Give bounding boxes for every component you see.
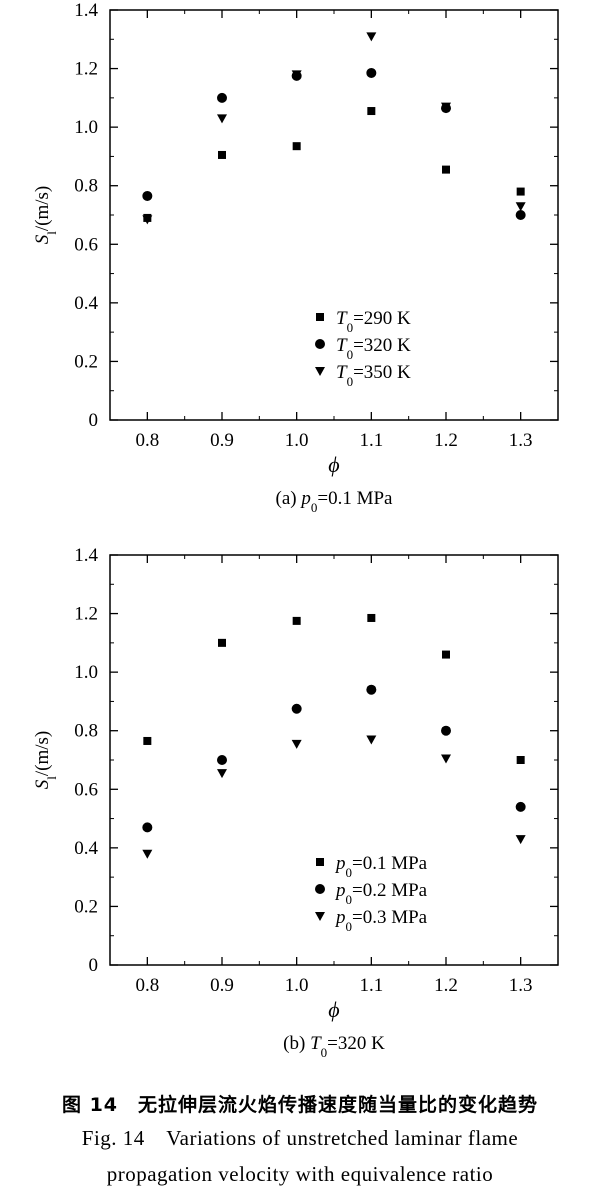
legend-marker-square <box>316 858 324 866</box>
figure-caption: 图 14 无拉伸层流火焰传播速度随当量比的变化趋势 Fig. 14 Variat… <box>0 1090 600 1192</box>
figure-caption-zh: 图 14 无拉伸层流火焰传播速度随当量比的变化趋势 <box>61 1094 539 1116</box>
data-point-square <box>143 736 152 745</box>
data-point-square <box>218 150 226 159</box>
legend-label: T0=320 K <box>336 335 411 362</box>
x-tick-label: 0.8 <box>135 975 159 996</box>
data-point-triangle-down <box>515 835 526 845</box>
data-point-square <box>292 616 301 625</box>
y-tick-label: 1.0 <box>74 662 98 683</box>
y-tick-label: 1.0 <box>74 117 98 138</box>
data-point-square <box>442 165 450 174</box>
legend-label: T0=350 K <box>336 362 411 389</box>
x-tick-label: 0.8 <box>135 430 159 451</box>
panel-caption: (b) T0=320 K <box>283 1033 385 1060</box>
x-tick-label: 1.0 <box>285 975 309 996</box>
y-tick-label: 1.2 <box>74 604 98 625</box>
y-tick-label: 1.4 <box>74 0 98 21</box>
x-axis-label: ϕ <box>328 452 339 477</box>
data-point-square <box>516 756 525 764</box>
x-tick-label: 1.1 <box>359 975 383 996</box>
data-point-circle <box>217 92 227 103</box>
y-tick-label: 1.4 <box>74 545 98 566</box>
data-point-triangle-down <box>366 32 377 42</box>
x-tick-label: 0.9 <box>210 430 234 451</box>
x-tick-label: 0.9 <box>210 975 234 996</box>
y-tick-label: 0.8 <box>74 176 98 197</box>
data-point-triangle-down <box>142 849 153 859</box>
data-point-circle <box>142 822 153 833</box>
data-point-triangle-down <box>291 739 302 749</box>
data-point-square <box>367 107 376 116</box>
data-point-triangle-down <box>366 735 377 745</box>
x-axis-label: ϕ <box>328 997 339 1022</box>
data-point-triangle-down <box>142 215 153 225</box>
data-point-circle <box>291 703 302 714</box>
legend-label: p0=0.3 MPa <box>334 907 428 934</box>
data-point-circle <box>366 67 377 78</box>
x-tick-label: 1.2 <box>434 975 458 996</box>
legend-marker-triangle-down <box>315 912 325 921</box>
data-point-circle <box>441 725 451 736</box>
data-point-triangle-down <box>291 70 302 80</box>
legend-marker-square <box>316 313 324 321</box>
figure-caption-en-line1: Fig. 14 Variations of unstretched lamina… <box>81 1126 519 1150</box>
data-point-circle <box>217 755 227 765</box>
data-point-circle <box>142 190 153 201</box>
y-tick-label: 0.2 <box>74 896 98 917</box>
x-tick-label: 1.2 <box>434 430 458 451</box>
y-tick-label: 0.4 <box>74 838 98 859</box>
data-point-triangle-down <box>217 114 227 124</box>
y-tick-label: 0.4 <box>74 293 98 314</box>
chart-b: 0 0.2 0.4 0.6 0.8 1.0 1.2 1.4 0.8 0.9 1.0 1.1 1.2 1.3… <box>32 545 559 1060</box>
y-tick-label: 0.6 <box>74 779 98 800</box>
data-point-triangle-down <box>217 769 227 779</box>
legend-marker-circle <box>315 884 325 894</box>
legend-marker-triangle-down <box>315 367 325 376</box>
y-axis-label: Sl/(m/s) <box>32 731 59 790</box>
figure-caption-en-line2: propagation velocity with equivalence ra… <box>106 1162 494 1186</box>
data-point-triangle-down <box>515 202 526 212</box>
data-point-square <box>218 638 226 647</box>
x-tick-label: 1.3 <box>509 430 533 451</box>
data-point-circle <box>515 210 526 220</box>
y-tick-label: 1.2 <box>74 59 98 80</box>
plot-frame <box>109 9 559 421</box>
data-point-triangle-down <box>441 754 451 764</box>
data-point-square <box>367 613 376 622</box>
data-point-circle <box>515 801 526 812</box>
y-tick-label: 0.6 <box>74 234 98 255</box>
panel-caption: (a) p0=0.1 MPa <box>276 488 394 515</box>
y-tick-label: 0.8 <box>74 721 98 742</box>
x-tick-label: 1.3 <box>509 975 533 996</box>
legend-label: T0=290 K <box>336 308 411 335</box>
data-point-square <box>442 650 450 659</box>
plot-frame <box>109 554 559 966</box>
x-tick-label: 1.0 <box>285 430 309 451</box>
data-point-circle <box>366 684 377 695</box>
legend-label: p0=0.1 MPa <box>334 853 428 880</box>
y-tick-label: 0.2 <box>74 351 98 372</box>
x-tick-label: 1.1 <box>359 430 383 451</box>
data-point-triangle-down <box>441 102 451 112</box>
legend-label: p0=0.2 MPa <box>334 880 428 907</box>
data-point-square <box>516 187 525 196</box>
legend-marker-circle <box>315 339 325 349</box>
data-point-square <box>292 142 301 151</box>
y-axis-label: Sl/(m/s) <box>32 186 59 245</box>
chart-a: 0 0.2 0.4 0.6 0.8 1.0 1.2 1.4 0.8 0.9 1.0 1.1 1.2 1.3… <box>32 0 559 515</box>
y-tick-label: 0 <box>89 410 99 431</box>
y-tick-label: 0 <box>89 955 99 976</box>
